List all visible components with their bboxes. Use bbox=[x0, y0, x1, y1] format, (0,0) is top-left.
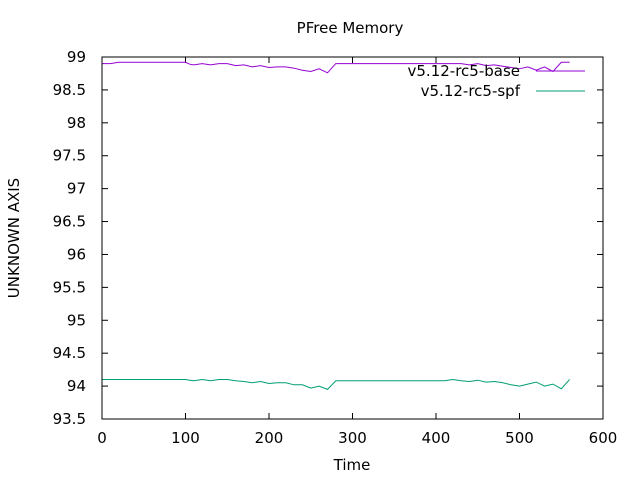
x-tick-label: 200 bbox=[255, 429, 284, 447]
y-tick-label: 95 bbox=[67, 311, 86, 329]
legend-label: v5.12-rc5-base bbox=[408, 62, 521, 80]
series-line-1 bbox=[102, 61, 570, 74]
y-tick-label: 95.5 bbox=[53, 278, 86, 296]
x-axis-ticks: 0 100 200 300 400 500 600 bbox=[97, 57, 617, 447]
series-layer bbox=[102, 61, 570, 390]
chart-title: PFree Memory bbox=[297, 19, 404, 37]
x-axis-label: Time bbox=[333, 456, 371, 474]
y-tick-label: 96 bbox=[67, 245, 86, 263]
y-axis-label: UNKNOWN AXIS bbox=[5, 178, 23, 298]
x-tick-label: 100 bbox=[171, 429, 200, 447]
y-axis-ticks: 93.5 94 94.5 95 95.5 96 96.5 97 97.5 98 98.5 99 bbox=[53, 48, 603, 428]
y-tick-label: 99 bbox=[67, 48, 86, 66]
legend: v5.12-rc5-base v5.12-rc5-spf bbox=[408, 62, 585, 100]
y-tick-label: 98.5 bbox=[53, 81, 86, 99]
y-tick-label: 93.5 bbox=[53, 410, 86, 428]
x-tick-label: 300 bbox=[338, 429, 367, 447]
plot-frame bbox=[101, 56, 604, 420]
y-tick-label: 94 bbox=[67, 377, 86, 395]
y-tick-label: 96.5 bbox=[53, 213, 86, 231]
y-tick-label: 94.5 bbox=[53, 344, 86, 362]
y-tick-label: 97 bbox=[67, 180, 86, 198]
series-line-2 bbox=[102, 378, 570, 390]
x-tick-label: 0 bbox=[97, 429, 107, 447]
y-tick-label: 97.5 bbox=[53, 147, 86, 165]
legend-label: v5.12-rc5-spf bbox=[421, 82, 521, 100]
x-tick-label: 500 bbox=[505, 429, 534, 447]
y-tick-label: 98 bbox=[67, 114, 86, 132]
x-tick-label: 400 bbox=[422, 429, 451, 447]
x-tick-label: 600 bbox=[589, 429, 618, 447]
